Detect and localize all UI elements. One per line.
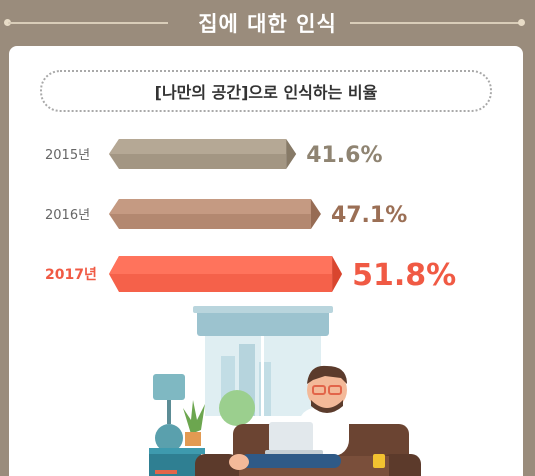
lamp-base [155, 424, 183, 452]
bar-chart: 2015년 41.6% 2016년 47.1% 2017년 51.8% [45, 139, 456, 293]
man-legs [241, 454, 341, 468]
chart-subtitle: [나만의 공간]으로 인식하는 비율 [40, 70, 492, 112]
header-rule-right [350, 22, 520, 24]
header-rule-left [8, 22, 168, 24]
content-card: [나만의 공간]으로 인식하는 비율 2015년 41.6% 2016년 47.1% 2… [9, 46, 523, 476]
bar-end-cap [286, 139, 297, 169]
header-dot-right [518, 19, 525, 26]
bar-highlight [109, 199, 311, 214]
category-label: 2016년 [45, 208, 90, 223]
mug [373, 454, 385, 468]
header-dot-left [4, 19, 11, 26]
bar-highlight [109, 139, 287, 154]
section-header: 집에 대한 인식 [0, 0, 535, 46]
category-label: 2015년 [45, 148, 90, 163]
value-label: 51.8% [352, 258, 456, 293]
man-head [307, 370, 347, 410]
category-label: 2017년 [45, 267, 97, 283]
bar-end-cap [332, 256, 343, 292]
page-title: 집에 대한 인식 [198, 12, 337, 36]
value-label: 41.6% [306, 143, 382, 168]
window-blind [197, 310, 329, 336]
bar-end-cap [310, 199, 321, 229]
laptop [269, 422, 313, 452]
lamp-shade [153, 374, 185, 400]
plant [183, 400, 205, 434]
value-label: 47.1% [331, 203, 407, 228]
man-on-sofa-illustration [149, 306, 421, 476]
bar-highlight [109, 256, 333, 274]
